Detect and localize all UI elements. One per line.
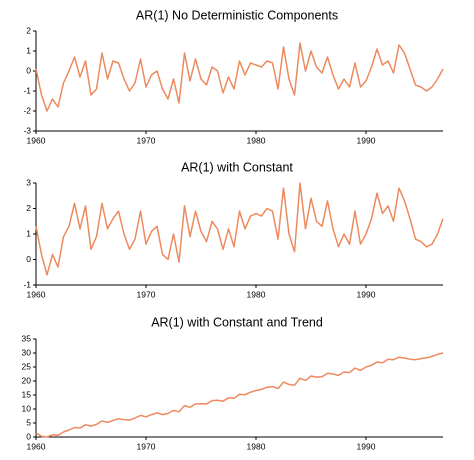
line-series <box>35 352 444 438</box>
y-tick-label: 1 <box>26 228 31 238</box>
y-tick-label: 1 <box>26 45 31 55</box>
y-tick-label: 0 <box>26 431 31 441</box>
x-tick-label: 1990 <box>357 135 376 145</box>
x-tick-label: 1990 <box>357 289 376 299</box>
y-tick-label: 15 <box>22 389 32 399</box>
x-tick-label: 1970 <box>137 135 156 145</box>
y-tick-label: 0 <box>26 65 31 75</box>
y-tick-label: 20 <box>22 375 32 385</box>
y-tick-label: -1 <box>23 279 31 289</box>
y-tick-label: 10 <box>22 403 32 413</box>
y-tick-label: 0 <box>26 254 31 264</box>
x-tick-label: 1980 <box>247 289 266 299</box>
y-tick-label: 25 <box>22 361 32 371</box>
chart-title: AR(1) with Constant and Trend <box>151 315 323 329</box>
y-tick-label: 3 <box>26 177 31 187</box>
y-tick-label: 5 <box>26 417 31 427</box>
x-tick-label: 1990 <box>357 441 376 451</box>
y-tick-label: -2 <box>23 105 31 115</box>
x-tick-label: 1960 <box>27 135 46 145</box>
x-tick-label: 1960 <box>27 289 46 299</box>
x-tick-label: 1970 <box>137 441 156 451</box>
y-tick-label: 30 <box>22 347 32 357</box>
y-tick-label: -3 <box>23 125 31 135</box>
x-tick-label: 1980 <box>247 135 266 145</box>
line-series <box>35 182 444 276</box>
y-tick-label: 35 <box>22 333 32 343</box>
chart-title: AR(1) with Constant <box>181 160 293 174</box>
y-tick-label: -1 <box>23 85 31 95</box>
y-tick-label: 2 <box>26 203 31 213</box>
line-series <box>35 42 444 112</box>
chart-title: AR(1) No Deterministic Components <box>136 8 338 22</box>
y-tick-label: 2 <box>26 25 31 35</box>
x-tick-label: 1960 <box>27 441 46 451</box>
x-tick-label: 1970 <box>137 289 156 299</box>
x-tick-label: 1980 <box>247 441 266 451</box>
